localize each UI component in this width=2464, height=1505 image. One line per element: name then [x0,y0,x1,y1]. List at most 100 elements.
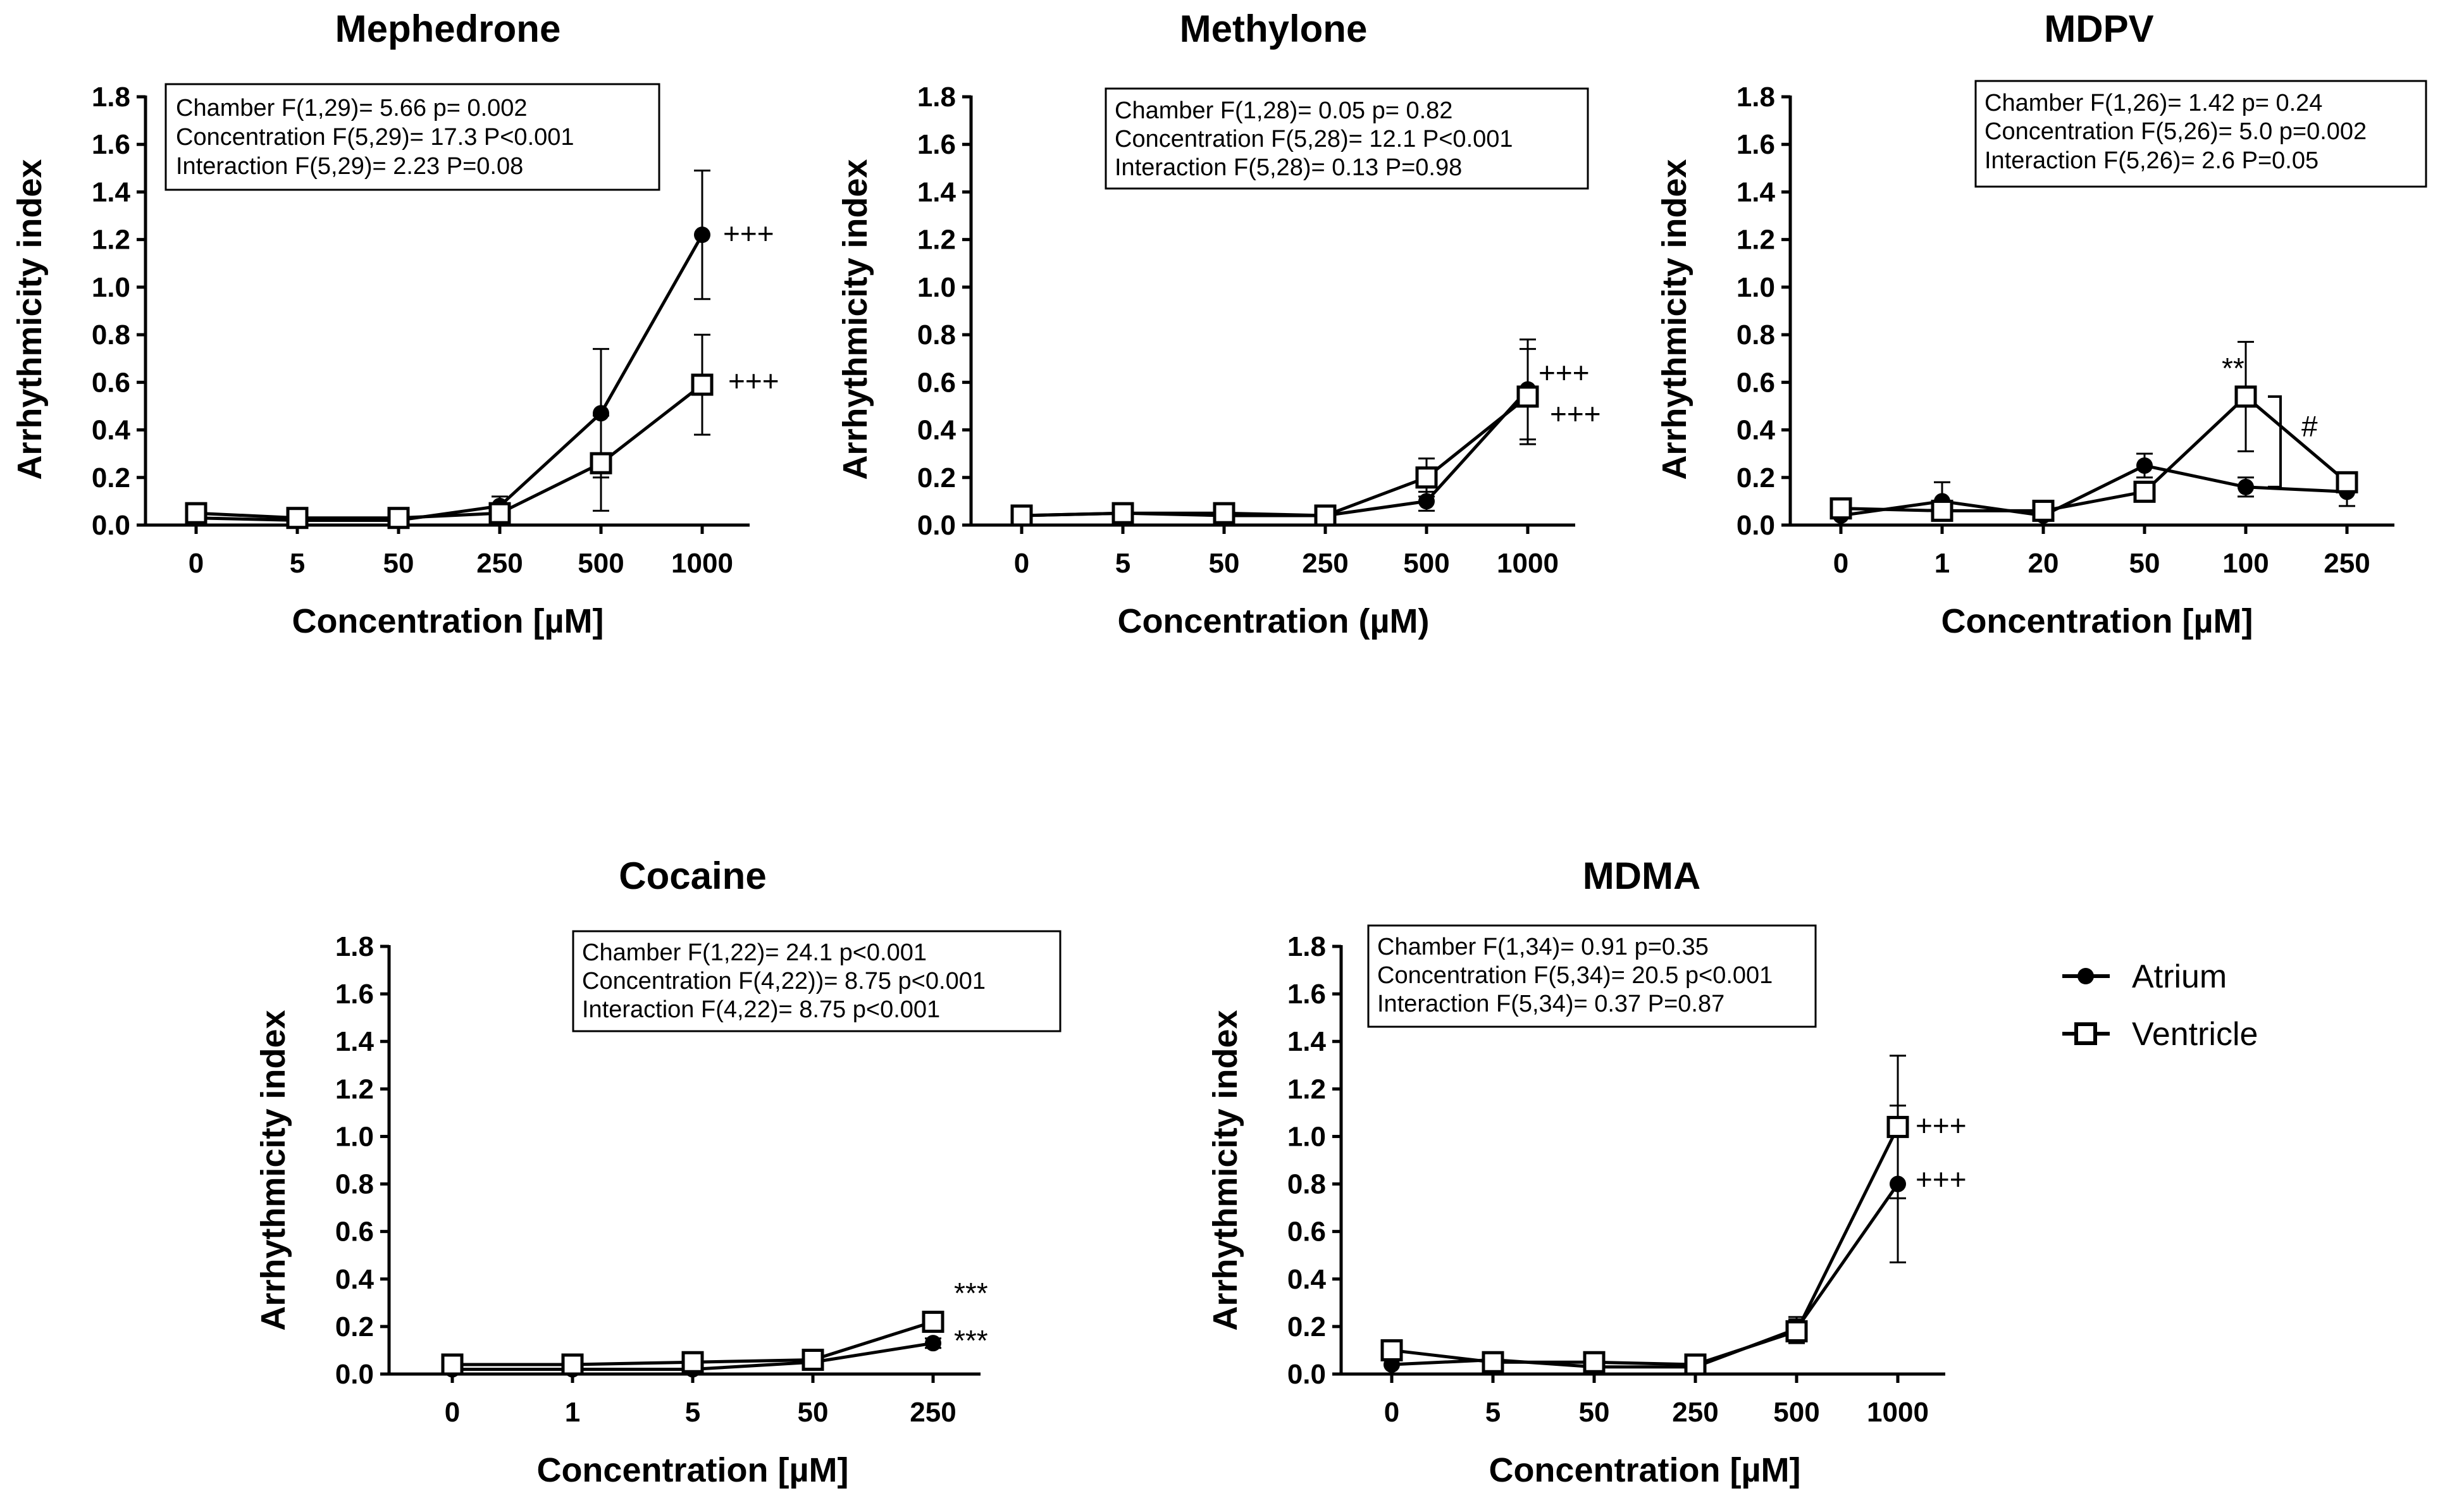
x-tick-label: 0 [445,1397,460,1428]
y-tick-label: 0.2 [1287,1311,1326,1342]
x-tick-label: 5 [1485,1397,1501,1428]
x-axis-label: Concentration [µM] [1941,602,2253,640]
plot-area-3: 0.0 0.2 0.4 0.6 0.8 1.0 1.2 1.4 1.6 1.8 0 1 5 50 250 **… [335,931,988,1428]
chart-title: Mephedrone [335,8,561,50]
y-tick-label: 1.8 [335,931,374,962]
plot-area-1: 0.0 0.2 0.4 0.6 0.8 1.0 1.2 1.4 1.6 1.8 0 5 50 250 500… [917,82,1601,579]
y-tick-label: 0.4 [1737,415,1776,446]
series-ventricle [1380,1055,1909,1376]
data-point-ventricle [1314,504,1337,527]
x-tick-label: 5 [1115,548,1130,579]
stats-line-chamber: Chamber F(1,34)= 0.91 p=0.35 [1377,934,1709,960]
plot-layer: 0.00.20.40.60.81.01.21.41.61.80 5 50 250 500… [92,82,2394,1428]
stats-box [572,930,1062,1032]
y-tick-label: 1.2 [1737,225,1775,256]
significance-annotation: # [2301,410,2318,443]
data-point-ventricle [488,502,511,524]
chart-methylone: Methylone Arrhythmicity index Concentrat… [836,8,1589,640]
y-tick-label: 1.8 [917,82,956,113]
x-tick-label: 250 [910,1397,956,1428]
data-point-ventricle [441,1353,464,1376]
chart-title: MDMA [1583,855,1701,897]
x-tick-label: 5 [290,548,305,579]
series-atrium [188,170,710,529]
y-tick-label: 1.2 [1287,1074,1326,1105]
x-tick-label: 1000 [1497,548,1559,579]
y-tick-label: 0.2 [335,1311,374,1342]
chart-mephedrone: Mephedrone Arrhythmicity index Concentra… [11,8,660,640]
y-tick-label: 1.2 [92,225,130,256]
series-atrium [1013,338,1536,524]
data-point-ventricle [387,507,410,530]
y-tick-label: 0.4 [917,415,957,446]
y-tick-label: 1.6 [1287,979,1326,1010]
significance-annotation: +++ [1538,356,1590,389]
stats-box [1105,87,1589,190]
y-tick-label: 0.8 [917,319,956,350]
data-point-ventricle [1010,504,1033,527]
significance-bracket [2268,395,2282,488]
x-tick-label: 0 [189,548,204,579]
legend-atrium-marker [2077,968,2094,984]
series-atrium [1833,452,2355,524]
data-point-atrium [2238,478,2254,495]
plot-area-0: 0.0 0.2 0.4 0.6 0.8 1.0 1.2 1.4 1.6 1.8 0 5 50 250 500… [92,82,779,579]
significance-annotation: +++ [723,217,774,250]
y-tick-label: 1.6 [335,979,374,1010]
chart-mdpv: MDPV Arrhythmicity index Concentration [… [1656,8,2427,640]
x-axis-label: Concentration [µM] [536,1451,848,1489]
stats-line-concentration: Concentration F(4,22))= 8.75 p<0.001 [582,968,986,994]
x-tick-label: 0 [1833,548,1848,579]
data-point-ventricle [691,373,714,396]
significance-annotation: +++ [1550,397,1601,430]
data-point-ventricle [1829,497,1852,520]
x-tick-label: 500 [1773,1397,1819,1428]
y-axis-label: Arrhythmicity index [1656,159,1693,480]
y-tick-label: 1.0 [1737,272,1775,303]
y-tick-label: 0.6 [335,1217,374,1248]
stats-line-interaction: Interaction F(4,22)= 8.75 p<0.001 [582,996,940,1023]
stats-line-interaction: Interaction F(5,29)= 2.23 P=0.08 [176,153,523,180]
stats-line-interaction: Interaction F(5,28)= 0.13 P=0.98 [1115,154,1462,181]
series-line [1391,1126,1900,1366]
y-tick-label: 1.4 [1737,177,1776,207]
plot-area-4: 0.0 0.2 0.4 0.6 0.8 1.0 1.2 1.4 1.6 1.8 0 5 50 250 500… [1287,931,1967,1428]
series-ventricle [441,1310,944,1376]
legend-ventricle-label: Ventricle [2132,1016,2258,1053]
x-tick-label: 0 [1014,548,1029,579]
x-axis-label: Concentration [µM] [292,602,604,640]
data-point-ventricle [1516,385,1539,408]
stats-line-concentration: Concentration F(5,34)= 20.5 p<0.001 [1377,962,1773,989]
y-tick-label: 0.6 [1287,1217,1326,1248]
stats-line-concentration: Concentration F(5,29)= 17.3 P<0.001 [176,124,574,151]
y-axis-label: Arrhythmicity index [836,159,874,480]
series-ventricle [185,333,714,530]
x-tick-label: 250 [1672,1397,1718,1428]
stats-line-chamber: Chamber F(1,28)= 0.05 p= 0.82 [1115,97,1452,124]
legend-atrium-label: Atrium [2132,958,2227,995]
data-point-atrium [2136,457,2153,474]
legend-ventricle-marker [2074,1022,2097,1045]
series-line [1840,394,2348,512]
y-tick-label: 0.4 [335,1264,375,1295]
data-point-ventricle [2234,385,2257,408]
y-tick-label: 1.0 [1287,1121,1326,1152]
x-tick-label: 500 [1403,548,1449,579]
stats-line-chamber: Chamber F(1,22)= 24.1 p<0.001 [582,939,927,966]
chart-title: MDPV [2044,8,2153,50]
data-point-ventricle [1583,1351,1606,1373]
x-tick-label: 1 [1935,548,1950,579]
y-tick-label: 1.8 [1737,82,1775,113]
x-tick-label: 0 [1384,1397,1399,1428]
legend: Atrium Ventricle [2062,958,2258,1053]
y-tick-label: 1.8 [1287,931,1326,962]
x-tick-label: 50 [2129,548,2160,579]
series-atrium [1384,1105,1906,1375]
x-tick-label: 20 [2028,548,2059,579]
y-tick-label: 0.8 [1287,1169,1326,1200]
y-tick-label: 1.4 [1287,1026,1327,1057]
y-tick-label: 0.8 [92,319,130,350]
y-tick-label: 1.4 [92,177,131,207]
data-point-ventricle [1684,1353,1707,1376]
